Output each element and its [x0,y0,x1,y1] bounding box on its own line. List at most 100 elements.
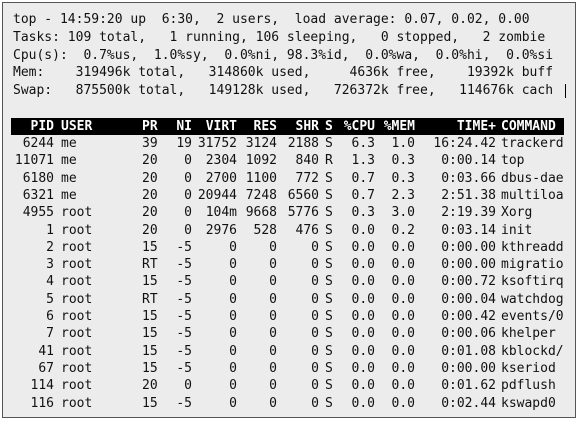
process-row[interactable]: 6180 me 20 0 2700 1100 772 S 0.7 0.3 0:03.66 dbus-d… [3,170,577,187]
process-user: root [61,378,93,394]
process-row[interactable]: 4955 root 20 0 104m 9668 5776 S 0.3 3.0 2:19.39 Xor… [3,204,577,221]
process-ni: 0 [184,153,192,169]
process-row[interactable]: 6244 me 39 19 31752 3124 2188 S 6.3 1.0 16:24.42 tr… [3,135,577,152]
process-command: migratio [501,257,564,273]
process-s: S [325,136,333,151]
process-command: init [501,222,533,238]
process-command: ksoftirq [501,274,564,290]
process-cpu: 0.7 [351,187,375,203]
process-virt: 2700 [205,170,237,186]
process-pr: 15 [142,360,158,376]
process-virt: 0 [229,360,237,376]
process-cpu: 0.0 [351,326,375,342]
process-ni: -5 [176,326,192,342]
process-pid: 4 [46,274,54,290]
process-user: root [61,222,93,238]
process-row[interactable]: 11071 me 20 0 2304 1092 840 R 1.3 0.3 0:00.14 top [3,152,577,169]
process-user: root [61,326,93,342]
process-mem: 3.0 [391,205,415,221]
process-row[interactable]: 1 root 20 0 2976 528 476 S 0.0 0.2 0:03.14 init [3,222,577,239]
process-command: multiloa [501,187,564,203]
process-pid: 4955 [22,205,54,221]
process-time: 0:00.14 [441,153,496,169]
process-time: 2:51.38 [441,187,496,203]
process-cpu: 0.0 [351,378,375,394]
process-pr: 20 [142,170,158,186]
process-cpu: 1.3 [351,153,375,169]
summary-uptime: top - 14:59:20 up 6:30, 2 users, load av… [13,12,530,27]
process-pr: 39 [142,136,158,151]
process-ni: 0 [184,222,192,238]
process-virt: 0 [229,274,237,290]
process-mem: 0.3 [391,170,415,186]
process-cpu: 0.7 [351,170,375,186]
process-shr: 0 [311,291,319,307]
process-command: khelper [501,326,556,342]
process-virt: 0 [229,378,237,394]
process-pr: 20 [142,187,158,203]
column-header-command: COMMAND [501,119,556,134]
process-user: root [61,291,93,307]
process-mem: 0.0 [391,378,415,394]
process-pid: 2 [46,239,54,255]
summary-cpu: Cpu(s): 0.7%us, 1.0%sy, 0.0%ni, 98.3%id,… [13,48,554,63]
process-pid: 6180 [22,170,54,186]
process-res: 3124 [245,136,277,151]
process-mem: 0.0 [391,239,415,255]
process-res: 0 [269,326,277,342]
process-pr: 15 [142,343,158,359]
process-shr: 476 [295,222,319,238]
process-user: root [61,309,93,324]
process-row[interactable]: 116 root 15 -5 0 0 0 S 0.0 0.0 0:02.44 kswapd0 [3,395,577,412]
process-res: 9668 [245,205,277,221]
process-cpu: 0.0 [351,239,375,255]
process-res: 0 [269,343,277,359]
process-cpu: 0.3 [351,205,375,221]
process-shr: 0 [311,239,319,255]
process-virt: 0 [229,343,237,359]
process-row[interactable]: 5 root RT -5 0 0 0 S 0.0 0.0 0:00.04 watchdog [3,291,577,308]
process-ni: -5 [176,239,192,255]
column-header-time: TIME+ [456,119,496,134]
process-pr: 15 [142,326,158,342]
column-header-res: RES [253,119,277,134]
process-row[interactable]: 2 root 15 -5 0 0 0 S 0.0 0.0 0:00.00 kthreadd [3,239,577,256]
process-s: S [325,291,333,307]
process-s: S [325,274,333,290]
process-row[interactable]: 67 root 15 -5 0 0 0 S 0.0 0.0 0:00.00 kseriod [3,360,577,377]
process-shr: 0 [311,343,319,359]
process-virt: 20944 [197,187,237,203]
process-pid: 67 [38,360,54,376]
process-res: 0 [269,239,277,255]
process-s: S [325,170,333,186]
column-header-s: S [325,119,333,134]
process-shr: 0 [311,360,319,376]
process-shr: 0 [311,274,319,290]
process-row[interactable]: 6321 me 20 0 20944 7248 6560 S 0.7 2.3 2:51.38 mult… [3,187,577,204]
process-shr: 772 [295,170,319,186]
process-row[interactable]: 6 root 15 -5 0 0 0 S 0.0 0.0 0:00.42 events/0 [3,308,577,325]
process-row[interactable]: 3 root RT -5 0 0 0 S 0.0 0.0 0:00.00 migratio [3,256,577,273]
process-row[interactable]: 7 root 15 -5 0 0 0 S 0.0 0.0 0:00.06 khelper [3,325,577,342]
process-pid: 6 [46,309,54,324]
process-pid: 6244 [22,136,54,151]
process-res: 0 [269,257,277,273]
process-row[interactable]: 4 root 15 -5 0 0 0 S 0.0 0.0 0:00.72 ksoftirq [3,273,577,290]
process-res: 0 [269,395,277,411]
process-s: S [325,309,333,324]
process-row[interactable]: 41 root 15 -5 0 0 0 S 0.0 0.0 0:01.08 kblockd/ [3,343,577,360]
process-row[interactable]: 114 root 20 0 0 0 0 S 0.0 0.0 0:01.62 pdflush [3,377,577,394]
process-pr: 20 [142,153,158,169]
process-time: 0:00.72 [441,274,496,290]
process-pr: 15 [142,395,158,411]
process-time: 2:19.39 [441,205,496,221]
process-mem: 0.0 [391,326,415,342]
process-time: 0:01.08 [441,343,496,359]
terminal-window[interactable]: top - 14:59:20 up 6:30, 2 users, load av… [2,2,576,418]
process-res: 0 [269,309,277,324]
process-ni: 0 [184,205,192,221]
process-cpu: 0.0 [351,257,375,273]
process-s: S [325,205,333,221]
process-virt: 0 [229,309,237,324]
process-command: kblockd/ [501,343,564,359]
